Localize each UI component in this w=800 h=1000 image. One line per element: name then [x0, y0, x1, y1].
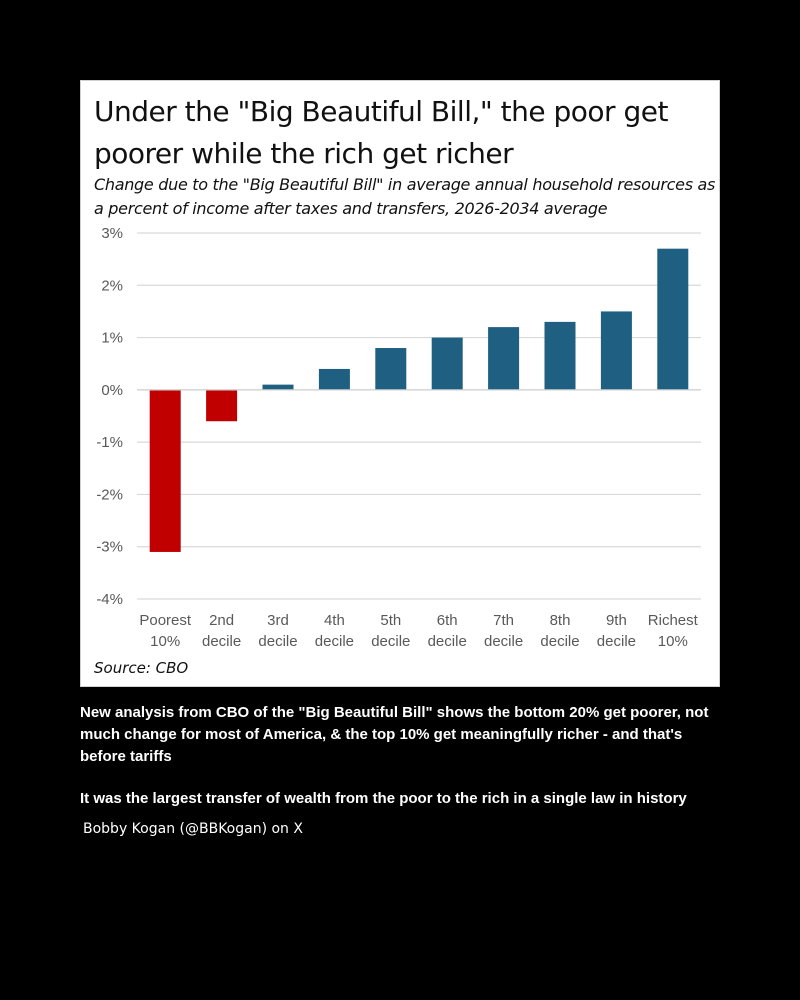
- chart-subtitle: Change due to the "Big Beautiful Bill" i…: [94, 175, 716, 218]
- y-tick-label: -3%: [96, 539, 123, 556]
- bar-6: [431, 337, 463, 390]
- x-tick-label: 5th decile: [371, 612, 410, 650]
- bar-7: [488, 327, 520, 390]
- x-tick-label: Richest 10%: [648, 612, 699, 650]
- y-tick-label: 1%: [101, 330, 123, 347]
- y-tick-label: 0%: [101, 382, 123, 399]
- y-tick-label: 2%: [101, 277, 123, 294]
- chart-source: Source: CBO: [94, 659, 189, 677]
- x-tick-label: Poorest 10%: [139, 612, 192, 650]
- post-caption-2: It was the largest transfer of wealth fr…: [80, 790, 687, 807]
- bar-2: [206, 389, 238, 422]
- bar-1: [149, 389, 181, 552]
- author-credit: Bobby Kogan (@BBKogan) on X: [83, 821, 303, 837]
- bar-3: [262, 384, 294, 390]
- x-tick-label: 3rd decile: [258, 612, 297, 650]
- x-tick-label: 8th decile: [540, 612, 579, 650]
- bar-10: [657, 248, 689, 390]
- bar-9: [600, 311, 632, 390]
- x-tick-label: 6th decile: [428, 612, 467, 650]
- bar-8: [544, 321, 576, 390]
- y-tick-label: 3%: [101, 225, 123, 242]
- bar-4: [318, 368, 350, 390]
- bar-chart: 3% 2% 1% 0% -1% -2% -3% -4% Poorest 10% 2nd decile 3…: [96, 225, 701, 650]
- post-caption: New analysis from CBO of the "Big Beauti…: [80, 704, 709, 765]
- bar-5: [375, 348, 407, 390]
- x-tick-label: 4th decile: [315, 612, 354, 650]
- y-tick-label: -2%: [96, 486, 123, 503]
- y-tick-label: -1%: [96, 434, 123, 451]
- x-tick-label: 9th decile: [597, 612, 636, 650]
- chart-card: Under the "Big Beautiful Bill," the poor…: [80, 80, 720, 687]
- chart-title: Under the "Big Beautiful Bill," the poor…: [94, 95, 668, 170]
- y-tick-label: -4%: [96, 591, 123, 608]
- x-tick-label: 2nd decile: [202, 612, 241, 650]
- x-tick-label: 7th decile: [484, 612, 523, 650]
